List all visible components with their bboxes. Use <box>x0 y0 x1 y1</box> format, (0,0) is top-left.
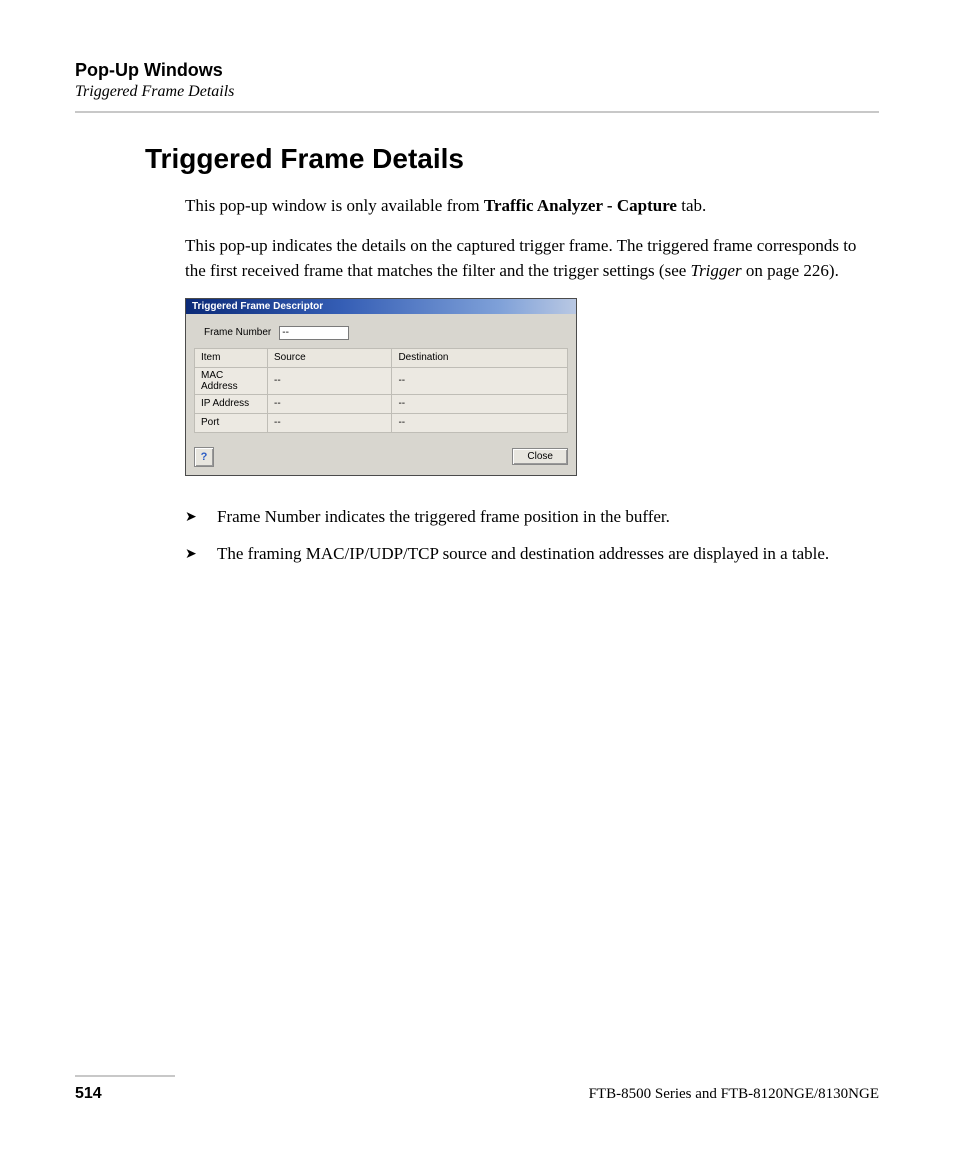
frame-detail-table: Item Source Destination MAC Address -- -… <box>194 348 568 433</box>
column-header: Item <box>195 348 268 367</box>
cell-destination: -- <box>392 413 568 432</box>
intro-paragraph-2: This pop-up indicates the details on the… <box>185 233 879 284</box>
bullet-list: Frame Number indicates the triggered fra… <box>185 504 879 567</box>
footer-product-name: FTB-8500 Series and FTB-8120NGE/8130NGE <box>589 1086 879 1103</box>
list-item: The framing MAC/IP/UDP/TCP source and de… <box>185 541 879 567</box>
help-button[interactable]: ? <box>194 447 214 467</box>
cell-source: -- <box>268 367 392 394</box>
frame-number-input[interactable] <box>279 326 349 340</box>
header-divider <box>75 111 879 113</box>
help-icon: ? <box>201 451 208 463</box>
table-header-row: Item Source Destination <box>195 348 568 367</box>
table-row: IP Address -- -- <box>195 394 568 413</box>
text-run: on page 226). <box>742 261 839 280</box>
text-run: The framing MAC/IP/UDP/TCP source and de… <box>217 544 829 563</box>
text-bold: Traffic Analyzer - Capture <box>484 196 677 215</box>
page-footer: 514 FTB-8500 Series and FTB-8120NGE/8130… <box>75 1075 879 1103</box>
header-subsection-title: Triggered Frame Details <box>75 83 879 101</box>
dialog-titlebar: Triggered Frame Descriptor <box>186 299 576 314</box>
close-button[interactable]: Close <box>512 448 568 465</box>
text-italic: Trigger <box>691 261 742 280</box>
frame-number-label: Frame Number <box>204 327 271 338</box>
header-section-title: Pop-Up Windows <box>75 60 879 81</box>
cell-item: Port <box>195 413 268 432</box>
cell-destination: -- <box>392 367 568 394</box>
cell-item: IP Address <box>195 394 268 413</box>
text-run: This pop-up window is only available fro… <box>185 196 484 215</box>
table-row: Port -- -- <box>195 413 568 432</box>
triggered-frame-descriptor-dialog: Triggered Frame Descriptor Frame Number … <box>185 298 577 476</box>
column-header: Source <box>268 348 392 367</box>
dialog-footer: ? Close <box>194 443 568 467</box>
frame-number-row: Frame Number <box>204 326 568 340</box>
footer-divider <box>75 1075 175 1077</box>
table-row: MAC Address -- -- <box>195 367 568 394</box>
text-bold: Frame Number <box>217 507 320 526</box>
list-item: Frame Number indicates the triggered fra… <box>185 504 879 530</box>
footer-row: 514 FTB-8500 Series and FTB-8120NGE/8130… <box>75 1085 879 1103</box>
page-title: Triggered Frame Details <box>145 143 879 175</box>
page-header: Pop-Up Windows Triggered Frame Details <box>75 60 879 113</box>
cell-source: -- <box>268 394 392 413</box>
dialog-body: Frame Number Item Source Destination MAC… <box>186 314 576 475</box>
cell-destination: -- <box>392 394 568 413</box>
cell-source: -- <box>268 413 392 432</box>
page-number: 514 <box>75 1085 102 1103</box>
text-run: tab. <box>677 196 706 215</box>
cell-item: MAC Address <box>195 367 268 394</box>
text-run: indicates the triggered frame position i… <box>320 507 670 526</box>
intro-paragraph-1: This pop-up window is only available fro… <box>185 193 879 219</box>
column-header: Destination <box>392 348 568 367</box>
document-page: Pop-Up Windows Triggered Frame Details T… <box>0 0 954 1159</box>
